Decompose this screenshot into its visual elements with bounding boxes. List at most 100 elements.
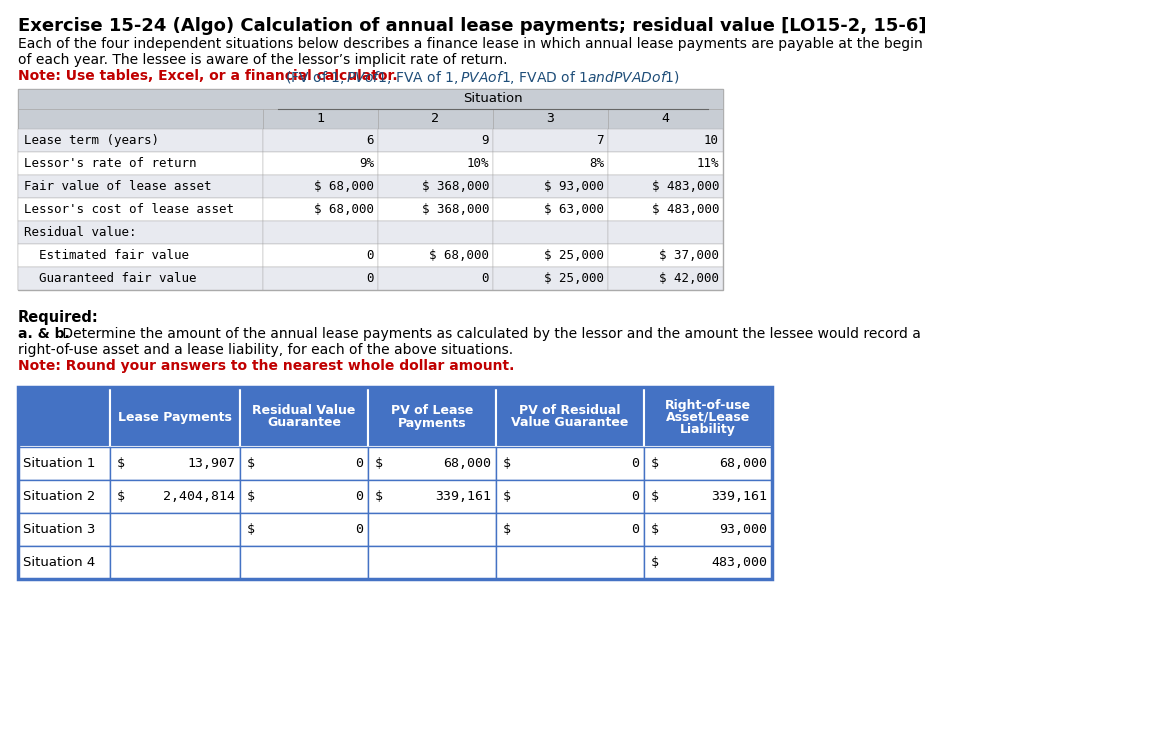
- Text: $ 68,000: $ 68,000: [314, 180, 374, 193]
- Bar: [19, 109, 263, 129]
- Bar: [493, 109, 608, 129]
- Bar: [368, 447, 496, 480]
- Bar: [496, 447, 644, 480]
- Bar: [378, 152, 493, 175]
- Text: 339,161: 339,161: [711, 490, 767, 503]
- Text: Situation 4: Situation 4: [23, 556, 95, 569]
- Bar: [608, 267, 723, 290]
- Text: $: $: [375, 457, 383, 470]
- Text: $: $: [117, 490, 125, 503]
- Text: Guarantee: Guarantee: [267, 417, 340, 430]
- Text: 9: 9: [482, 134, 489, 147]
- Bar: [263, 221, 378, 244]
- Text: PV of Residual: PV of Residual: [519, 405, 621, 417]
- Text: a. & b.: a. & b.: [19, 327, 69, 341]
- Text: $ 368,000: $ 368,000: [422, 203, 489, 216]
- Text: $: $: [651, 490, 659, 503]
- Text: 11%: 11%: [696, 157, 719, 170]
- Bar: [19, 152, 263, 175]
- Text: 10: 10: [704, 134, 719, 147]
- Bar: [378, 221, 493, 244]
- Text: Residual Value: Residual Value: [252, 405, 356, 417]
- Bar: [263, 244, 378, 267]
- Text: $ 63,000: $ 63,000: [544, 203, 604, 216]
- Bar: [644, 546, 772, 579]
- Text: Residual value:: Residual value:: [24, 226, 137, 239]
- Bar: [493, 129, 608, 152]
- Text: $ 368,000: $ 368,000: [422, 180, 489, 193]
- Text: $: $: [375, 490, 383, 503]
- Bar: [19, 480, 110, 513]
- Bar: [378, 175, 493, 198]
- Text: Situation: Situation: [463, 92, 522, 105]
- Text: of each year. The lessee is aware of the lessor’s implicit rate of return.: of each year. The lessee is aware of the…: [19, 53, 507, 67]
- Text: Lessor's rate of return: Lessor's rate of return: [24, 157, 197, 170]
- Text: $ 42,000: $ 42,000: [659, 272, 719, 285]
- Text: Estimated fair value: Estimated fair value: [24, 249, 189, 262]
- Text: 8%: 8%: [589, 157, 604, 170]
- Bar: [608, 129, 723, 152]
- Bar: [263, 175, 378, 198]
- Bar: [240, 480, 368, 513]
- Text: $ 37,000: $ 37,000: [659, 249, 719, 262]
- Text: Guaranteed fair value: Guaranteed fair value: [24, 272, 197, 285]
- Text: Note: Round your answers to the nearest whole dollar amount.: Note: Round your answers to the nearest …: [19, 359, 514, 373]
- Bar: [644, 387, 772, 447]
- Text: Situation 1: Situation 1: [23, 457, 95, 470]
- Text: 2: 2: [432, 113, 440, 125]
- Text: 0: 0: [631, 457, 639, 470]
- Text: $: $: [651, 556, 659, 569]
- Text: $: $: [503, 457, 511, 470]
- Text: $ 68,000: $ 68,000: [428, 249, 489, 262]
- Text: Lessor's cost of lease asset: Lessor's cost of lease asset: [24, 203, 234, 216]
- Text: 0: 0: [631, 490, 639, 503]
- Bar: [240, 513, 368, 546]
- Text: Liability: Liability: [680, 422, 736, 436]
- Bar: [368, 387, 496, 447]
- Text: 0: 0: [356, 490, 362, 503]
- Text: 68,000: 68,000: [444, 457, 491, 470]
- Bar: [110, 387, 240, 447]
- Bar: [608, 244, 723, 267]
- Bar: [240, 447, 368, 480]
- Text: 2,404,814: 2,404,814: [163, 490, 235, 503]
- Bar: [19, 546, 110, 579]
- Bar: [110, 513, 240, 546]
- Text: Lease term (years): Lease term (years): [24, 134, 159, 147]
- Bar: [19, 221, 263, 244]
- Text: 1: 1: [316, 113, 324, 125]
- Bar: [110, 447, 240, 480]
- Text: $ 25,000: $ 25,000: [544, 272, 604, 285]
- Text: 10%: 10%: [467, 157, 489, 170]
- Text: 483,000: 483,000: [711, 556, 767, 569]
- Text: 339,161: 339,161: [435, 490, 491, 503]
- Bar: [378, 267, 493, 290]
- Bar: [493, 175, 608, 198]
- Text: $: $: [247, 457, 255, 470]
- Text: $: $: [247, 523, 255, 536]
- Text: 0: 0: [356, 523, 362, 536]
- Bar: [110, 480, 240, 513]
- Bar: [263, 109, 378, 129]
- Text: $: $: [117, 457, 125, 470]
- Bar: [240, 546, 368, 579]
- Text: 13,907: 13,907: [186, 457, 235, 470]
- Text: Payments: Payments: [397, 417, 467, 430]
- Text: Situation 2: Situation 2: [23, 490, 95, 503]
- Text: Right-of-use: Right-of-use: [665, 398, 752, 411]
- Bar: [378, 129, 493, 152]
- Bar: [368, 546, 496, 579]
- Bar: [378, 198, 493, 221]
- Bar: [19, 89, 723, 290]
- Bar: [19, 244, 263, 267]
- Text: $: $: [247, 490, 255, 503]
- Text: Value Guarantee: Value Guarantee: [512, 417, 629, 430]
- Text: Each of the four independent situations below describes a finance lease in which: Each of the four independent situations …: [19, 37, 923, 51]
- Text: 3: 3: [547, 113, 555, 125]
- Bar: [19, 267, 263, 290]
- Text: $ 93,000: $ 93,000: [544, 180, 604, 193]
- Text: (FV of $1, PV of $1, FVA of $1, PVA of $1, FVAD of $1 and PVAD of $1): (FV of $1, PV of $1, FVA of $1, PVA of $…: [281, 69, 680, 86]
- Bar: [608, 198, 723, 221]
- Text: $ 25,000: $ 25,000: [544, 249, 604, 262]
- Bar: [496, 546, 644, 579]
